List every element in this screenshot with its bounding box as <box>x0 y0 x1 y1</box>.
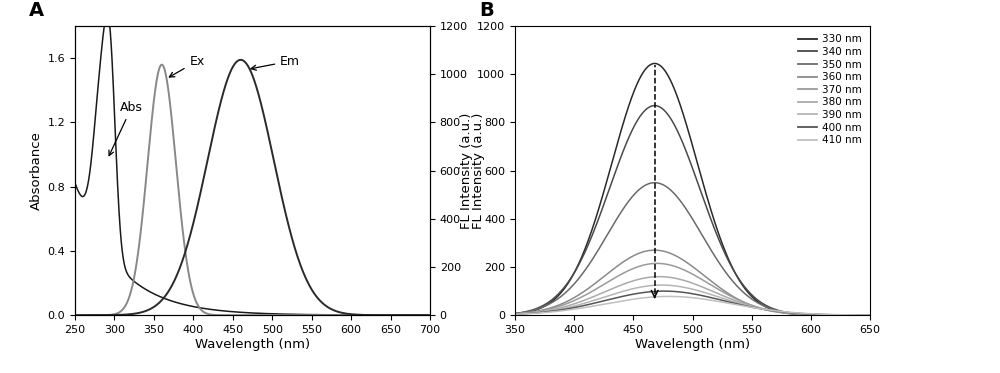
Text: B: B <box>480 1 494 20</box>
X-axis label: Wavelength (nm): Wavelength (nm) <box>195 338 310 351</box>
Text: Em: Em <box>251 55 300 70</box>
Y-axis label: Absorbance: Absorbance <box>30 131 43 210</box>
Text: Ex: Ex <box>169 55 205 77</box>
Y-axis label: FL Intensity (a.u.): FL Intensity (a.u.) <box>472 113 485 229</box>
X-axis label: Wavelength (nm): Wavelength (nm) <box>635 338 750 351</box>
Y-axis label: FL Intensity (a.u.): FL Intensity (a.u.) <box>460 113 473 229</box>
Text: Abs: Abs <box>109 101 143 156</box>
Text: A: A <box>29 1 44 20</box>
Legend: 330 nm, 340 nm, 350 nm, 360 nm, 370 nm, 380 nm, 390 nm, 400 nm, 410 nm: 330 nm, 340 nm, 350 nm, 360 nm, 370 nm, … <box>795 31 865 148</box>
